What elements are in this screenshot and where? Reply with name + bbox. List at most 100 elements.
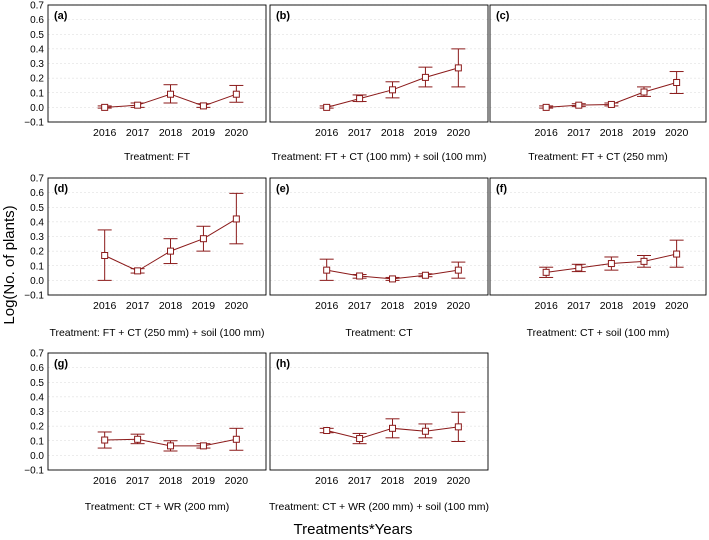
- panel-frame: [489, 4, 707, 123]
- y-tick-label: 0.3: [30, 59, 44, 70]
- x-tick-label: 2020: [447, 127, 471, 139]
- y-tick-label: 0.6: [30, 15, 44, 26]
- x-tick-label: 2018: [381, 300, 405, 312]
- data-point: [542, 103, 550, 111]
- x-tick-label: 2019: [414, 127, 438, 139]
- data-point: [323, 103, 331, 111]
- panel-letter: (c): [496, 10, 510, 22]
- data-point: [607, 100, 615, 108]
- x-tick-label: 2016: [315, 127, 339, 139]
- data-point: [134, 267, 142, 275]
- chart-panel: −0.1 0.0 0.1 0.2 0.3 0.4 0.5 0.6 0.7 2016 2017 2018…: [24, 349, 267, 513]
- data-point: [673, 79, 681, 87]
- panel-letter: (e): [276, 183, 290, 195]
- data-point: [640, 88, 648, 96]
- panel-letter: (d): [54, 183, 68, 195]
- treatment-caption: Treatment: CT + WR (200 mm): [85, 501, 229, 513]
- data-point: [232, 215, 240, 223]
- panel-frame: [47, 177, 267, 296]
- panel-frame: [269, 352, 489, 471]
- x-tick-label: 2016: [315, 475, 339, 487]
- x-tick-label: 2018: [159, 300, 183, 312]
- treatment-caption: Treatment: FT + CT (250 mm) + soil (100 …: [49, 327, 264, 339]
- data-point: [167, 247, 175, 255]
- data-point: [421, 427, 429, 435]
- x-tick-label: 2018: [600, 300, 624, 312]
- y-tick-label: 0.4: [30, 217, 44, 228]
- treatment-caption: Treatment: FT: [124, 151, 191, 163]
- chart-panel: 2016 2017 2018 2019 2020 (b) Treatment: FT + C…: [269, 4, 489, 163]
- data-point: [232, 435, 240, 443]
- x-tick-label: 2018: [159, 127, 183, 139]
- x-tick-label: 2018: [159, 475, 183, 487]
- panel-frame: [489, 177, 707, 296]
- treatment-caption: Treatment: FT + CT (100 mm) + soil (100 …: [271, 151, 486, 163]
- x-tick-label: 2017: [348, 300, 372, 312]
- y-tick-label: 0.4: [30, 392, 44, 403]
- data-point: [199, 235, 207, 243]
- y-axis-title: Log(No. of plants): [1, 205, 18, 324]
- y-tick-label: 0.4: [30, 44, 44, 55]
- y-tick-label: −0.1: [24, 291, 44, 302]
- x-tick-label: 2020: [665, 127, 689, 139]
- y-tick-label: 0.0: [30, 103, 44, 114]
- y-tick-label: 0.2: [30, 422, 44, 433]
- x-tick-label: 2017: [126, 127, 150, 139]
- y-tick-label: 0.1: [30, 436, 44, 447]
- data-point: [454, 64, 462, 72]
- y-tick-label: 0.2: [30, 247, 44, 258]
- data-point: [356, 435, 364, 443]
- x-tick-label: 2020: [447, 300, 471, 312]
- y-tick-label: 0.5: [30, 378, 44, 389]
- data-point: [389, 86, 397, 94]
- x-tick-label: 2020: [225, 127, 249, 139]
- y-tick-label: 0.6: [30, 188, 44, 199]
- data-point: [199, 442, 207, 450]
- treatment-caption: Treatment: CT + soil (100 mm): [527, 327, 670, 339]
- x-tick-label: 2016: [93, 475, 117, 487]
- y-tick-label: 0.0: [30, 276, 44, 287]
- data-point: [389, 424, 397, 432]
- data-point: [323, 427, 331, 435]
- x-tick-label: 2016: [93, 300, 117, 312]
- x-tick-label: 2017: [348, 127, 372, 139]
- x-tick-label: 2019: [192, 300, 216, 312]
- x-tick-label: 2020: [665, 300, 689, 312]
- data-point: [323, 266, 331, 274]
- data-point: [356, 95, 364, 103]
- data-point: [575, 264, 583, 272]
- y-tick-label: 0.2: [30, 74, 44, 85]
- chart-panel: 2016 2017 2018 2019 2020 (f) Treatment: CT + s…: [489, 177, 707, 339]
- data-point: [167, 90, 175, 98]
- y-tick-label: 0.5: [30, 203, 44, 214]
- treatment-caption: Treatment: FT + CT (250 mm): [528, 151, 668, 163]
- panel-letter: (h): [276, 358, 290, 370]
- y-tick-label: −0.1: [24, 118, 44, 129]
- data-point: [134, 435, 142, 443]
- data-point: [542, 268, 550, 276]
- y-tick-label: 0.3: [30, 407, 44, 418]
- chart-panel: 2016 2017 2018 2019 2020 (h) Treatment: CT + W…: [269, 352, 489, 513]
- y-tick-label: 0.5: [30, 30, 44, 41]
- x-tick-label: 2017: [348, 475, 372, 487]
- x-tick-label: 2019: [414, 300, 438, 312]
- panel-letter: (f): [496, 183, 507, 195]
- treatment-caption: Treatment: CT + WR (200 mm) + soil (100 …: [269, 501, 489, 513]
- x-tick-label: 2018: [600, 127, 624, 139]
- y-tick-label: 0.7: [30, 174, 44, 185]
- data-point: [421, 73, 429, 81]
- x-tick-label: 2019: [192, 127, 216, 139]
- panel-frame: [47, 352, 267, 471]
- panel-letter: (g): [54, 358, 68, 370]
- panels-group: −0.1 0.0 0.1 0.2 0.3 0.4 0.5 0.6 0.7 2016 2017 2018…: [24, 1, 707, 513]
- x-tick-label: 2016: [534, 127, 558, 139]
- x-tick-label: 2019: [414, 475, 438, 487]
- y-tick-label: −0.1: [24, 466, 44, 477]
- y-tick-label: 0.3: [30, 232, 44, 243]
- data-point: [575, 101, 583, 109]
- data-point: [134, 101, 142, 109]
- data-point: [454, 266, 462, 274]
- chart-panel: 2016 2017 2018 2019 2020 (e) Treatment: CT: [269, 177, 489, 339]
- panel-frame: [269, 177, 489, 296]
